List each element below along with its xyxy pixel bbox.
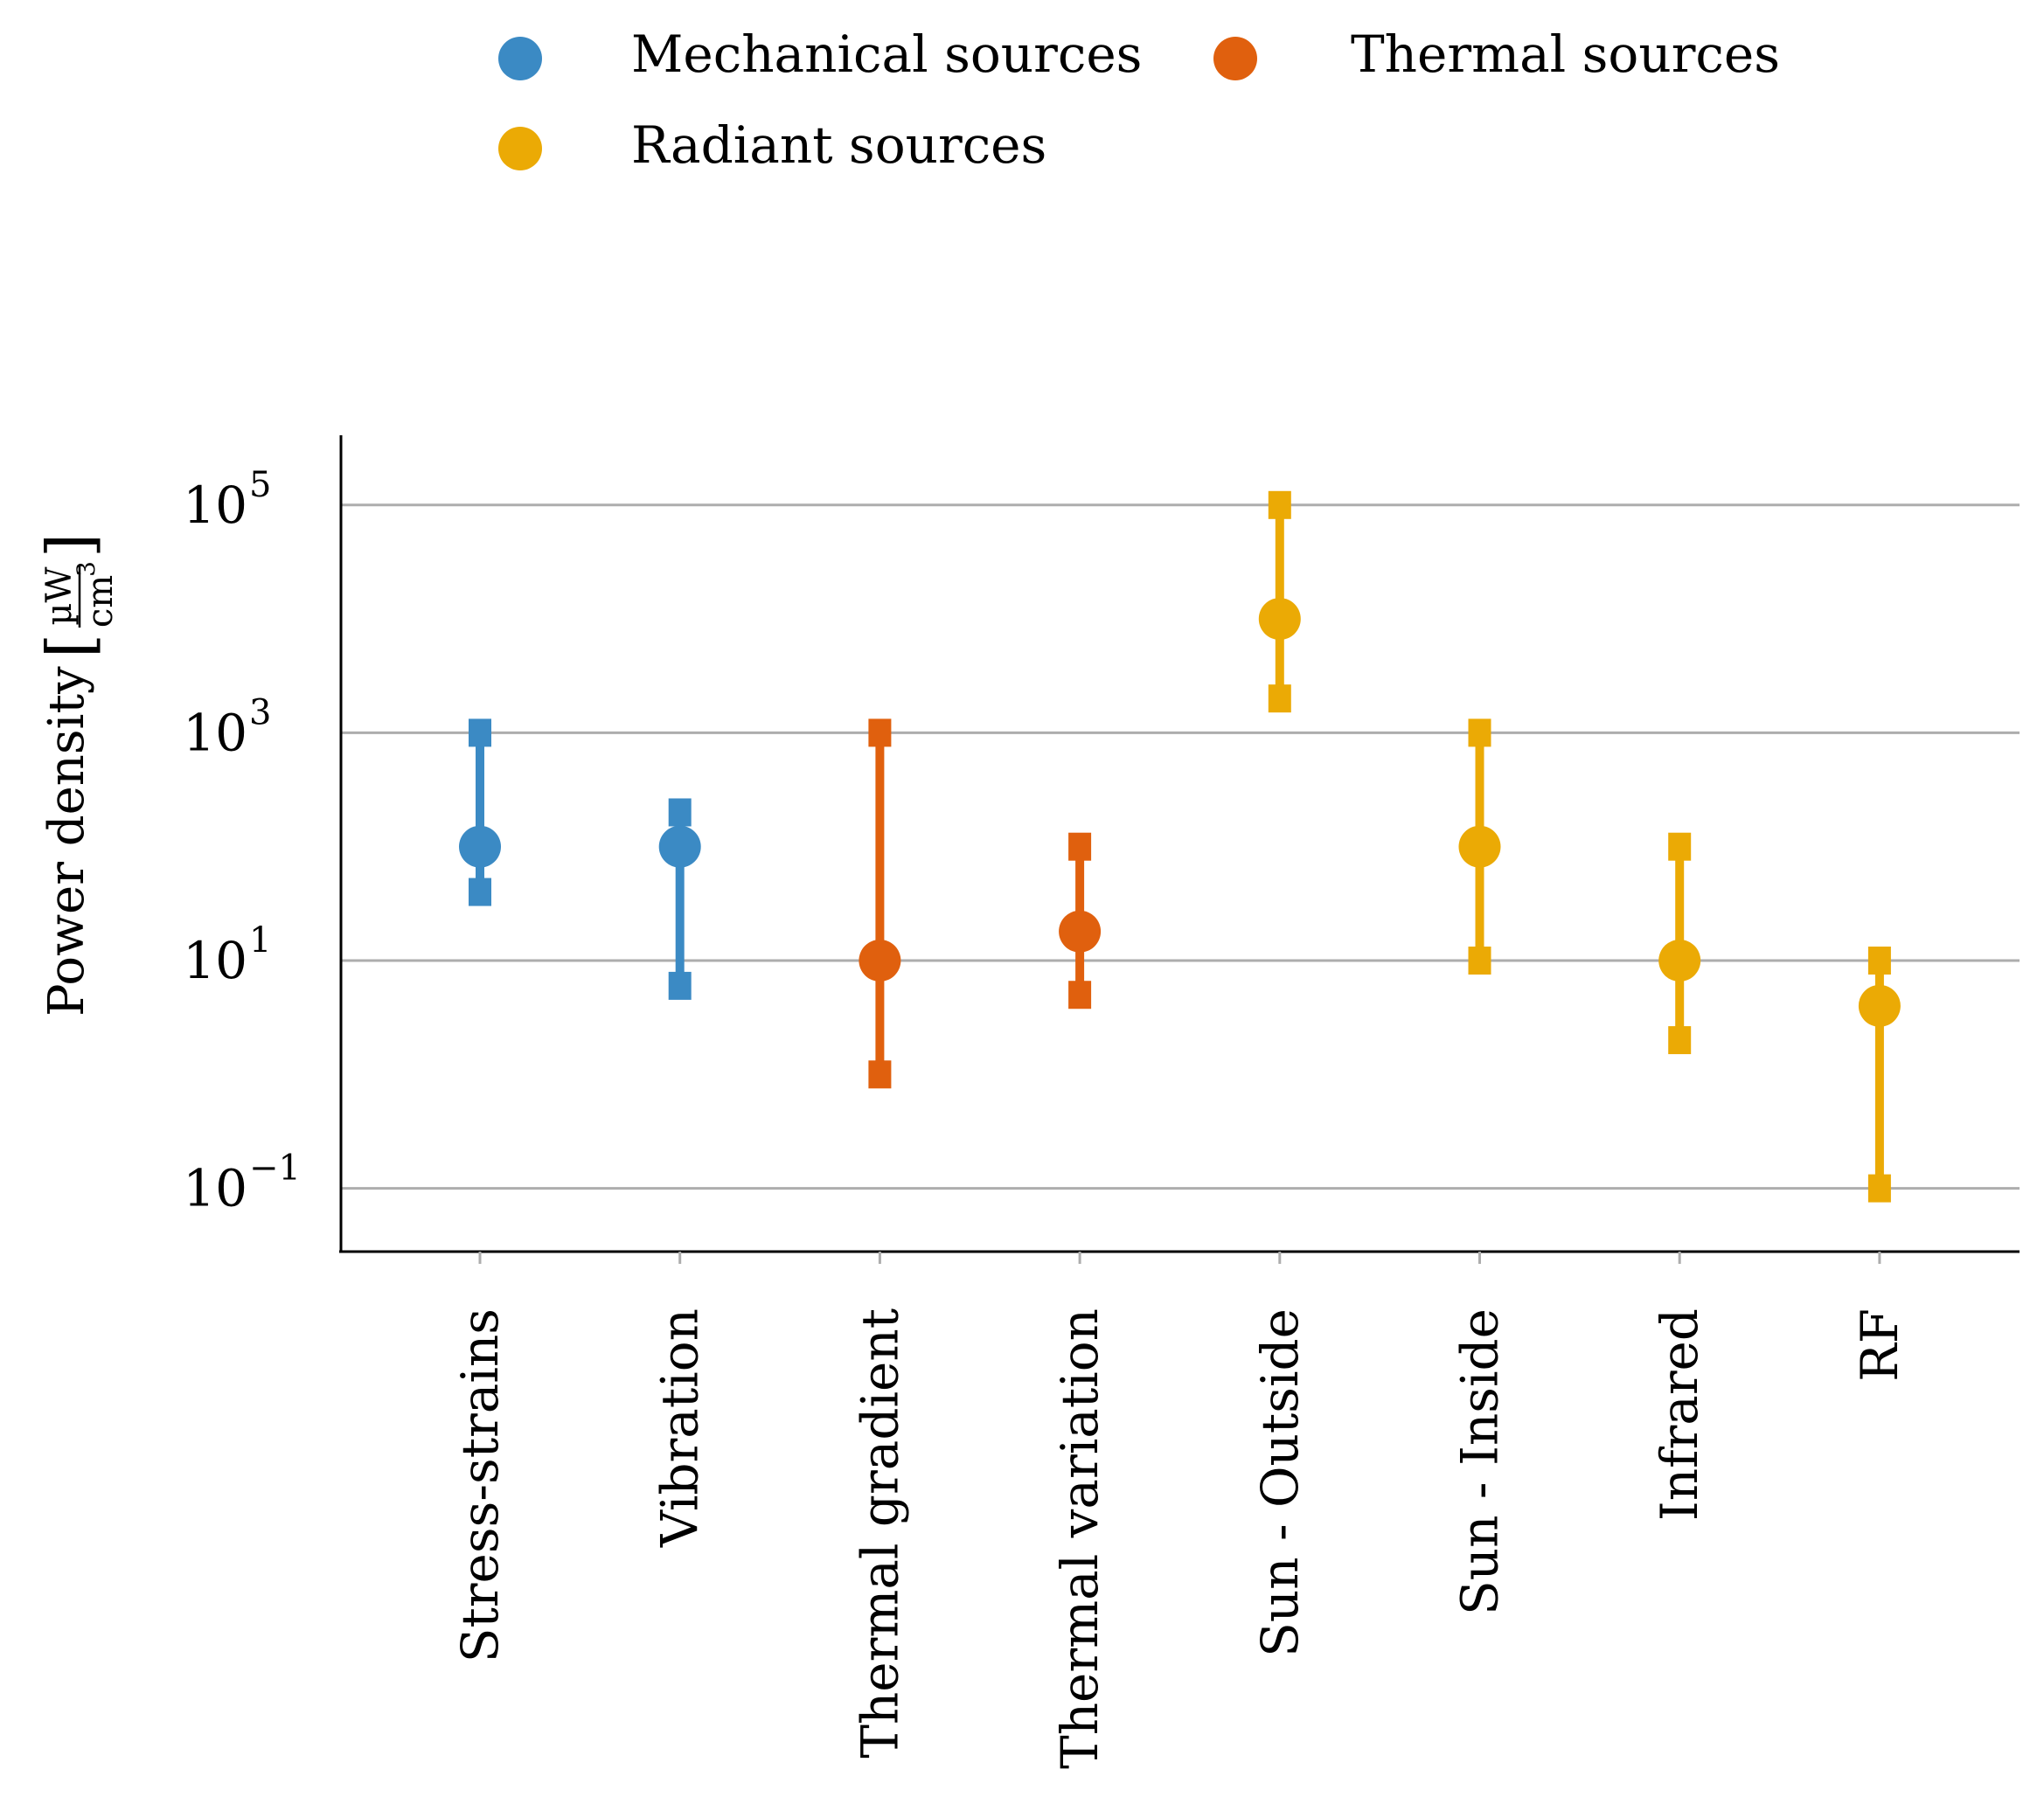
data-point-marker: [1059, 910, 1102, 953]
legend-item-mechanical: Mechanical sources: [498, 24, 1142, 84]
data-point-thermal-gradient: [859, 718, 901, 1089]
data-point-marker: [658, 825, 701, 868]
y-axis-unit-exponent: 3: [72, 561, 101, 577]
legend-label-radiant: Radiant sources: [631, 115, 1046, 175]
y-axis-title: Power density [ µW cm 3 ]: [33, 533, 121, 1016]
y-tick-exponent: 3: [249, 692, 271, 732]
x-tick-label: Thermal gradient: [850, 1308, 909, 1759]
y-tick-base: 10: [183, 931, 247, 990]
error-cap-high: [1268, 490, 1291, 519]
error-cap-high: [1468, 718, 1491, 747]
error-cap-low: [1668, 1026, 1692, 1055]
error-cap-high: [1068, 832, 1092, 861]
data-point-sun-inside: [1458, 718, 1501, 975]
data-point-marker: [1658, 940, 1701, 982]
x-tick-label: Sun - Inside: [1450, 1308, 1510, 1615]
data-point-marker: [1258, 598, 1301, 641]
data-point-rf: [1858, 947, 1901, 1203]
data-point-marker: [1458, 825, 1501, 868]
error-cap-low: [1867, 1174, 1891, 1203]
y-tick-exponent: −1: [249, 1148, 301, 1189]
y-tick-exponent: 5: [249, 465, 271, 505]
data-point-vibration: [658, 798, 701, 1000]
data-marks: [459, 490, 1901, 1203]
legend: Mechanical sources Thermal sources Radia…: [498, 24, 1780, 175]
error-cap-high: [1867, 947, 1891, 975]
legend-item-thermal: Thermal sources: [1213, 24, 1780, 84]
legend-label-mechanical: Mechanical sources: [631, 24, 1142, 84]
x-tick-label: Infrared: [1650, 1308, 1709, 1521]
y-tick-base: 10: [183, 703, 247, 762]
y-tick-label: 10 −1: [183, 1148, 301, 1218]
data-point-sun-outside: [1258, 490, 1301, 713]
x-ticks: Stress-strains Vibration Thermal gradient T…: [450, 1252, 1909, 1769]
legend-marker-thermal: [1213, 37, 1257, 80]
error-cap-high: [668, 798, 692, 827]
data-point-marker: [459, 825, 501, 868]
data-point-marker: [859, 940, 901, 982]
axes: [339, 435, 2020, 1253]
y-axis-unit-numerator: µW: [39, 566, 80, 625]
error-cap-low: [668, 971, 692, 1000]
y-tick-label: 10 1: [183, 920, 271, 990]
error-cap-low: [1268, 684, 1291, 713]
error-cap-low: [469, 878, 491, 906]
x-tick-label: Stress-strains: [450, 1308, 510, 1662]
legend-marker-mechanical: [498, 37, 542, 80]
x-tick-label: Vibration: [650, 1308, 710, 1548]
error-cap-low: [868, 1060, 892, 1089]
error-cap-low: [1068, 981, 1092, 1010]
legend-label-thermal: Thermal sources: [1351, 24, 1780, 84]
data-point-marker: [1858, 984, 1901, 1027]
x-tick-label: Thermal variation: [1050, 1308, 1109, 1769]
y-tick-base: 10: [183, 475, 247, 535]
error-cap-high: [1668, 832, 1692, 861]
y-axis-label: Power density: [38, 666, 95, 1016]
x-tick-label: RF: [1850, 1308, 1909, 1382]
error-cap-high: [868, 718, 892, 747]
y-tick-exponent: 1: [249, 920, 271, 961]
data-point-stress-strains: [459, 718, 501, 906]
error-cap-high: [469, 718, 491, 747]
legend-item-radiant: Radiant sources: [498, 115, 1046, 175]
y-tick-label: 10 3: [183, 692, 271, 762]
x-tick-label: Sun - Outside: [1250, 1308, 1310, 1657]
y-axis-bracket-open: [: [33, 634, 107, 658]
error-cap-low: [1468, 947, 1491, 975]
legend-marker-radiant: [498, 127, 542, 170]
y-tick-base: 10: [183, 1159, 247, 1218]
data-point-thermal-variation: [1059, 832, 1102, 1010]
y-axis-bracket-close: ]: [33, 533, 107, 558]
grid-lines: [341, 503, 2020, 1190]
y-tick-label: 10 5: [183, 465, 271, 535]
y-axis-unit-denominator: cm: [80, 575, 121, 628]
data-point-infrared: [1658, 832, 1701, 1055]
